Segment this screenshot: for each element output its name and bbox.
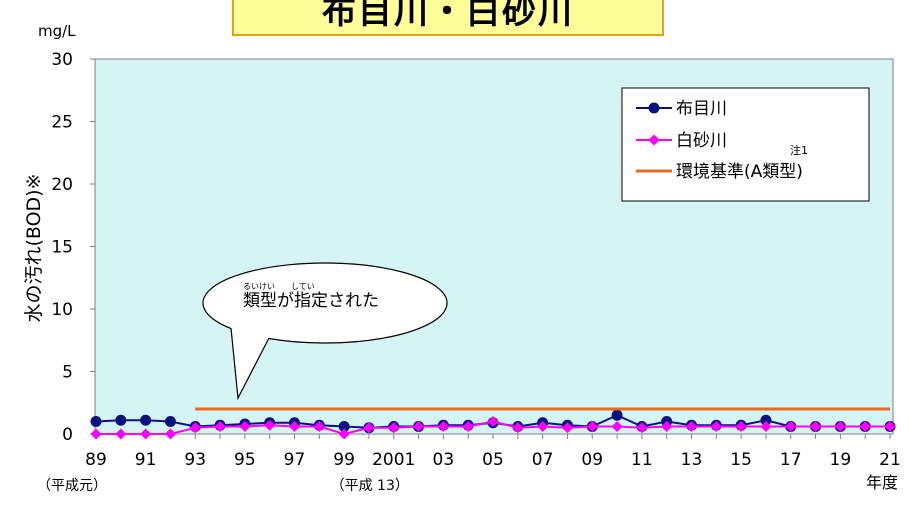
y-axis-unit: mg/L xyxy=(38,22,76,40)
x-tick-label: 05 xyxy=(482,450,504,470)
y-tick-label: 30 xyxy=(51,50,73,70)
series-group xyxy=(90,407,896,440)
data-point-shirasago xyxy=(363,422,375,434)
data-point-shirasago xyxy=(164,428,176,440)
data-point-shirasago xyxy=(90,428,102,440)
chart-title-box: 布目川・白砂川 xyxy=(232,0,664,36)
y-tick-label: 25 xyxy=(51,113,73,133)
y-tick-label: 5 xyxy=(62,363,73,383)
ruby-rui-kei: るいけい xyxy=(243,282,275,291)
data-point-shirasago xyxy=(289,421,300,432)
data-point-shirasago xyxy=(462,421,474,432)
y-tick-label: 20 xyxy=(51,175,73,195)
x-tick-label: 07 xyxy=(532,450,554,470)
legend-note: 注1 xyxy=(790,143,808,157)
data-point-shirasago xyxy=(413,421,425,432)
data-point-nunome xyxy=(140,414,152,426)
data-point-nunome xyxy=(164,416,176,427)
data-point-shirasago xyxy=(264,419,276,431)
speech-bubble-shape xyxy=(202,262,448,401)
data-point-shirasago xyxy=(338,428,350,440)
chart-title: 布目川・白砂川 xyxy=(322,0,574,32)
data-point-shirasago xyxy=(239,421,251,432)
data-point-shirasago xyxy=(313,421,325,432)
data-point-shirasago xyxy=(561,422,573,434)
data-point-shirasago xyxy=(115,428,127,440)
y-axis-ticks: 0 5 10 15 20 25 30 xyxy=(51,50,95,445)
data-point-shirasago xyxy=(512,422,524,434)
legend-marker-circle xyxy=(648,102,660,114)
x-tick-label: 15 xyxy=(730,450,752,470)
data-point-shirasago xyxy=(214,421,226,432)
x-era-label: （平成 13） xyxy=(331,478,409,494)
data-point-shirasago xyxy=(810,421,822,432)
data-point-nunome xyxy=(115,414,127,426)
data-point-shirasago xyxy=(388,422,400,434)
x-axis-ticks: 89 91 93 95 97 99 2001 03 05 07 09 11 13 15 17 19 21 （平成元… xyxy=(37,434,901,494)
x-tick-label: 93 xyxy=(184,450,206,470)
legend-box xyxy=(621,87,870,202)
speech-bubble: るいけい してい 類型が指定された xyxy=(202,262,448,401)
x-tick-label: 2001 xyxy=(372,450,415,470)
x-tick-label: 19 xyxy=(830,450,852,470)
data-point-shirasago xyxy=(735,421,747,432)
x-tick-label: 11 xyxy=(631,450,653,470)
data-point-shirasago xyxy=(859,421,871,432)
y-axis-label: 水の汚れ(BOD)※ xyxy=(23,173,45,322)
data-point-shirasago xyxy=(661,421,673,432)
data-point-shirasago xyxy=(884,421,896,432)
data-point-shirasago xyxy=(487,416,499,427)
x-tick-label: 97 xyxy=(284,450,306,470)
data-point-shirasago xyxy=(834,421,846,432)
legend-marker-diamond xyxy=(648,134,660,146)
x-tick-label: 03 xyxy=(433,450,455,470)
x-tick-label: 17 xyxy=(780,450,802,470)
data-point-nunome xyxy=(90,416,102,427)
x-tick-label: 89 xyxy=(85,450,107,470)
data-point-shirasago xyxy=(586,421,598,432)
data-point-shirasago xyxy=(686,421,697,432)
data-point-nunome xyxy=(760,414,772,426)
x-tick-label: 95 xyxy=(234,450,256,470)
y-tick-label: 0 xyxy=(62,425,73,445)
data-point-nunome xyxy=(338,421,350,432)
data-point-shirasago xyxy=(710,421,722,432)
data-point-shirasago xyxy=(537,421,549,432)
data-point-shirasago xyxy=(785,421,797,432)
data-point-shirasago xyxy=(437,421,449,432)
y-tick-label: 15 xyxy=(51,238,73,258)
y-tick-label: 10 xyxy=(51,300,73,320)
x-tick-label: 91 xyxy=(135,450,157,470)
legend-label: 環境基準(A類型) xyxy=(676,162,803,182)
x-era-label: （平成元） xyxy=(37,478,107,494)
x-tick-label: 99 xyxy=(333,450,355,470)
data-point-shirasago xyxy=(760,421,772,432)
ruby-shi-tei: してい xyxy=(291,282,315,291)
data-point-shirasago xyxy=(636,422,648,434)
speech-bubble-text: 類型が指定された xyxy=(243,291,379,311)
legend-label: 白砂川 xyxy=(676,131,727,151)
data-point-shirasago xyxy=(189,422,201,434)
data-point-shirasago xyxy=(140,428,152,440)
data-point-nunome xyxy=(611,409,623,421)
x-tick-label: 09 xyxy=(581,450,603,470)
legend-label: 布目川 xyxy=(676,99,727,119)
data-point-shirasago xyxy=(611,421,623,432)
x-tick-label: 13 xyxy=(681,450,703,470)
x-axis-label: 年度 xyxy=(866,473,898,492)
x-tick-label: 21 xyxy=(879,450,901,470)
